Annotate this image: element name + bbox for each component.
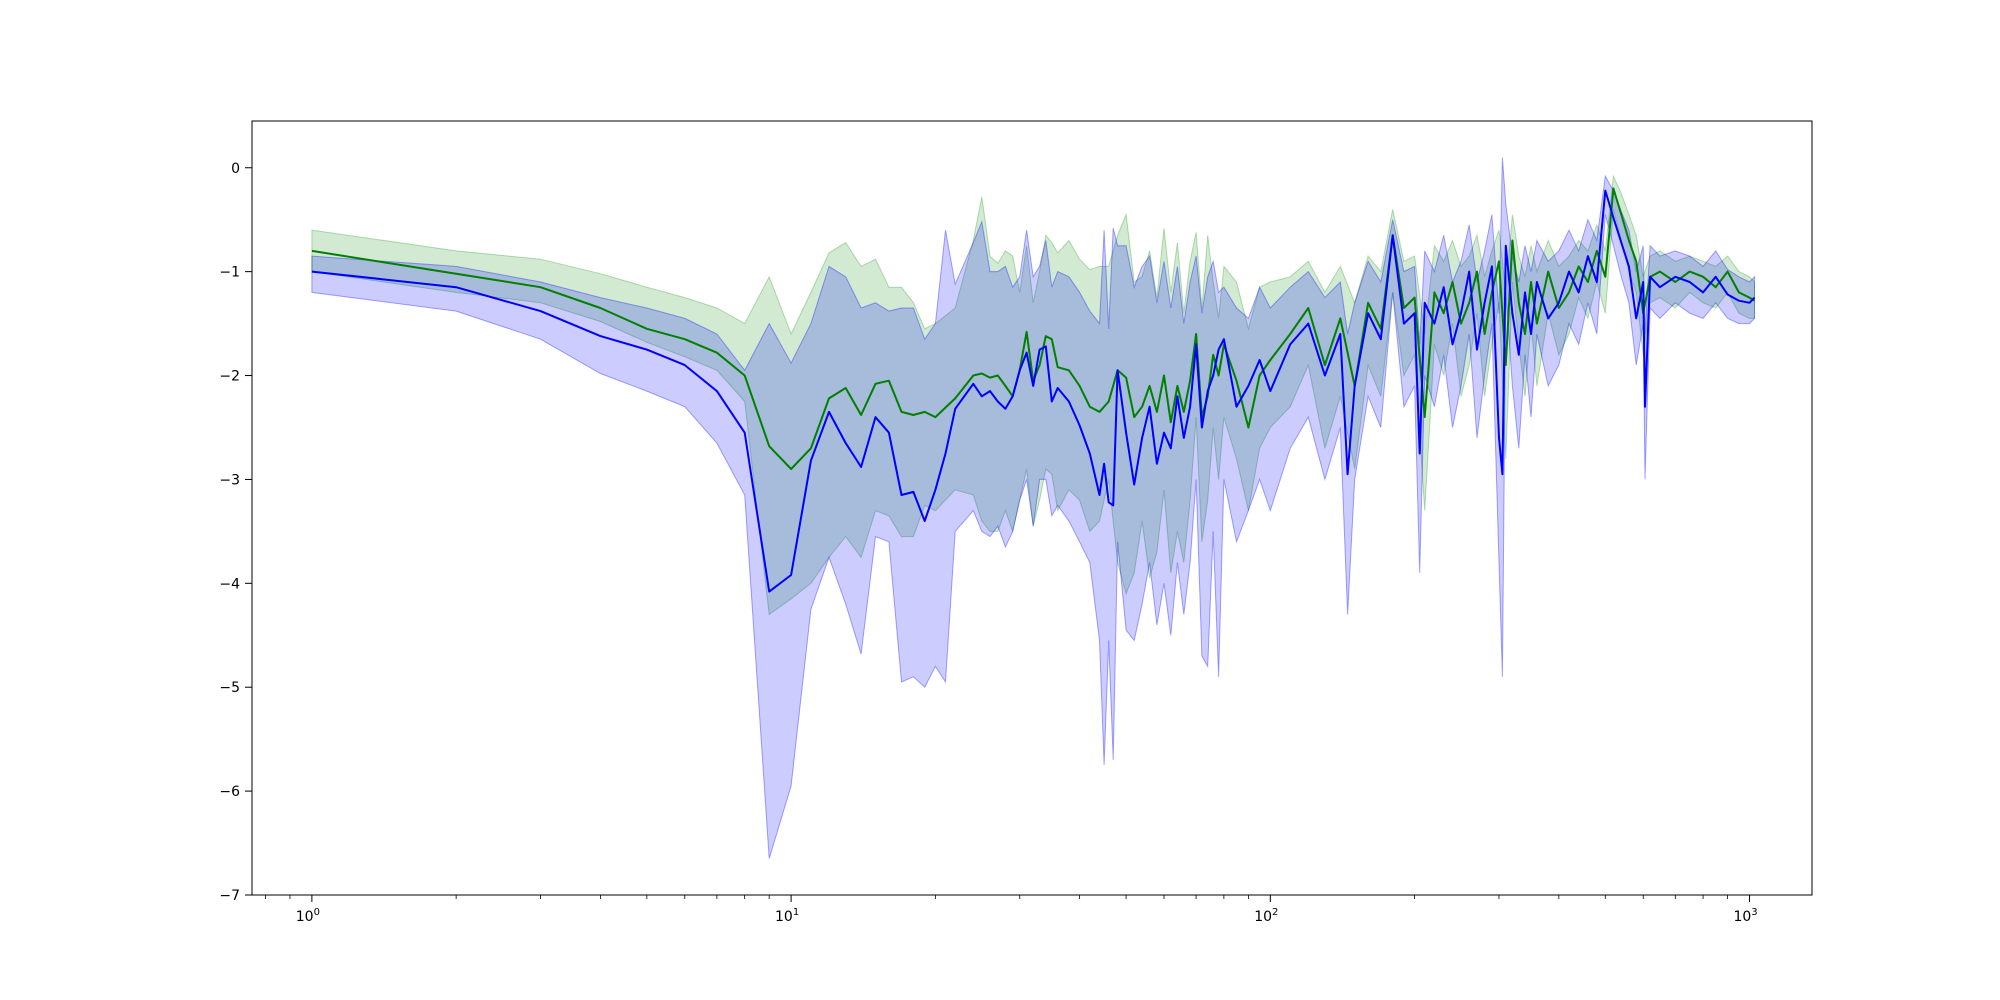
y-tick-label: −5 xyxy=(219,680,240,696)
series-2-band xyxy=(311,157,1755,859)
x-tick-label: 102 xyxy=(1254,907,1278,925)
series-2-line xyxy=(311,189,1756,593)
y-tick-label: −2 xyxy=(219,369,240,385)
y-tick-label: −4 xyxy=(219,576,240,592)
y-tick-label: −6 xyxy=(219,784,240,800)
y-tick-label: −1 xyxy=(219,265,240,281)
y-tick-label: −7 xyxy=(219,888,240,904)
y-tick-label: 0 xyxy=(231,161,240,177)
plot-frame xyxy=(251,120,1813,896)
confidence-bands xyxy=(311,157,1755,859)
x-tick-label: 101 xyxy=(775,907,799,925)
y-tick-label: −3 xyxy=(219,472,240,488)
x-tick-label: 103 xyxy=(1733,907,1757,925)
series-1-band xyxy=(311,174,1755,616)
x-tick-label: 100 xyxy=(296,907,320,925)
series-lines xyxy=(311,187,1756,593)
y-axis: 0 −1 −2 −3 −4 −5 −6 −7 xyxy=(219,161,252,904)
x-axis: 100 101 102 103 xyxy=(265,895,1758,925)
